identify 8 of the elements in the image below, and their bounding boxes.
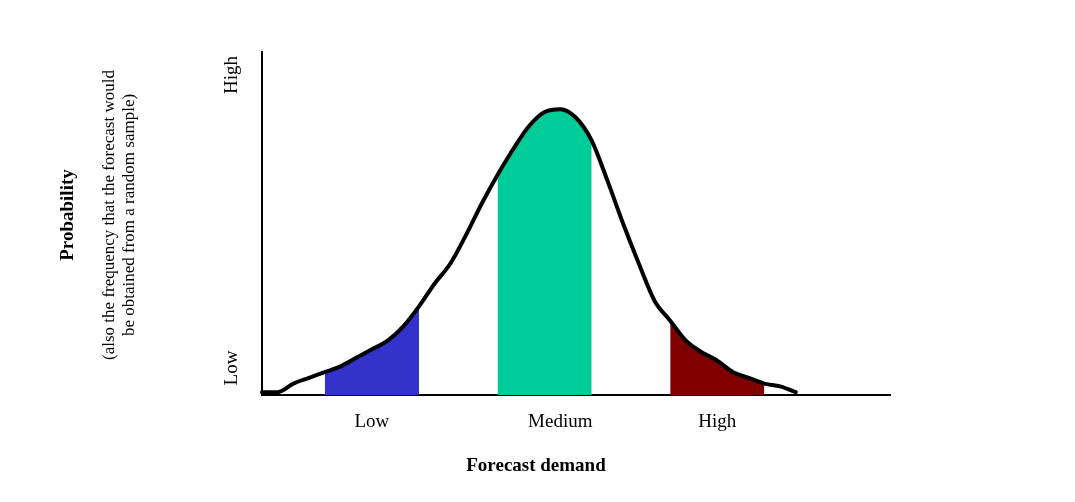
x-tick-label: Low — [354, 410, 390, 432]
text: High — [219, 55, 241, 94]
text: (also the frequency that the forecast would be obtained from a random sample) — [99, 69, 139, 360]
x-axis-title: Forecast demand — [466, 453, 607, 475]
x-tick-label: Medium — [528, 410, 593, 432]
text: Low — [219, 350, 241, 386]
text: Probability — [55, 168, 77, 261]
x-tick-label: High — [698, 410, 737, 432]
